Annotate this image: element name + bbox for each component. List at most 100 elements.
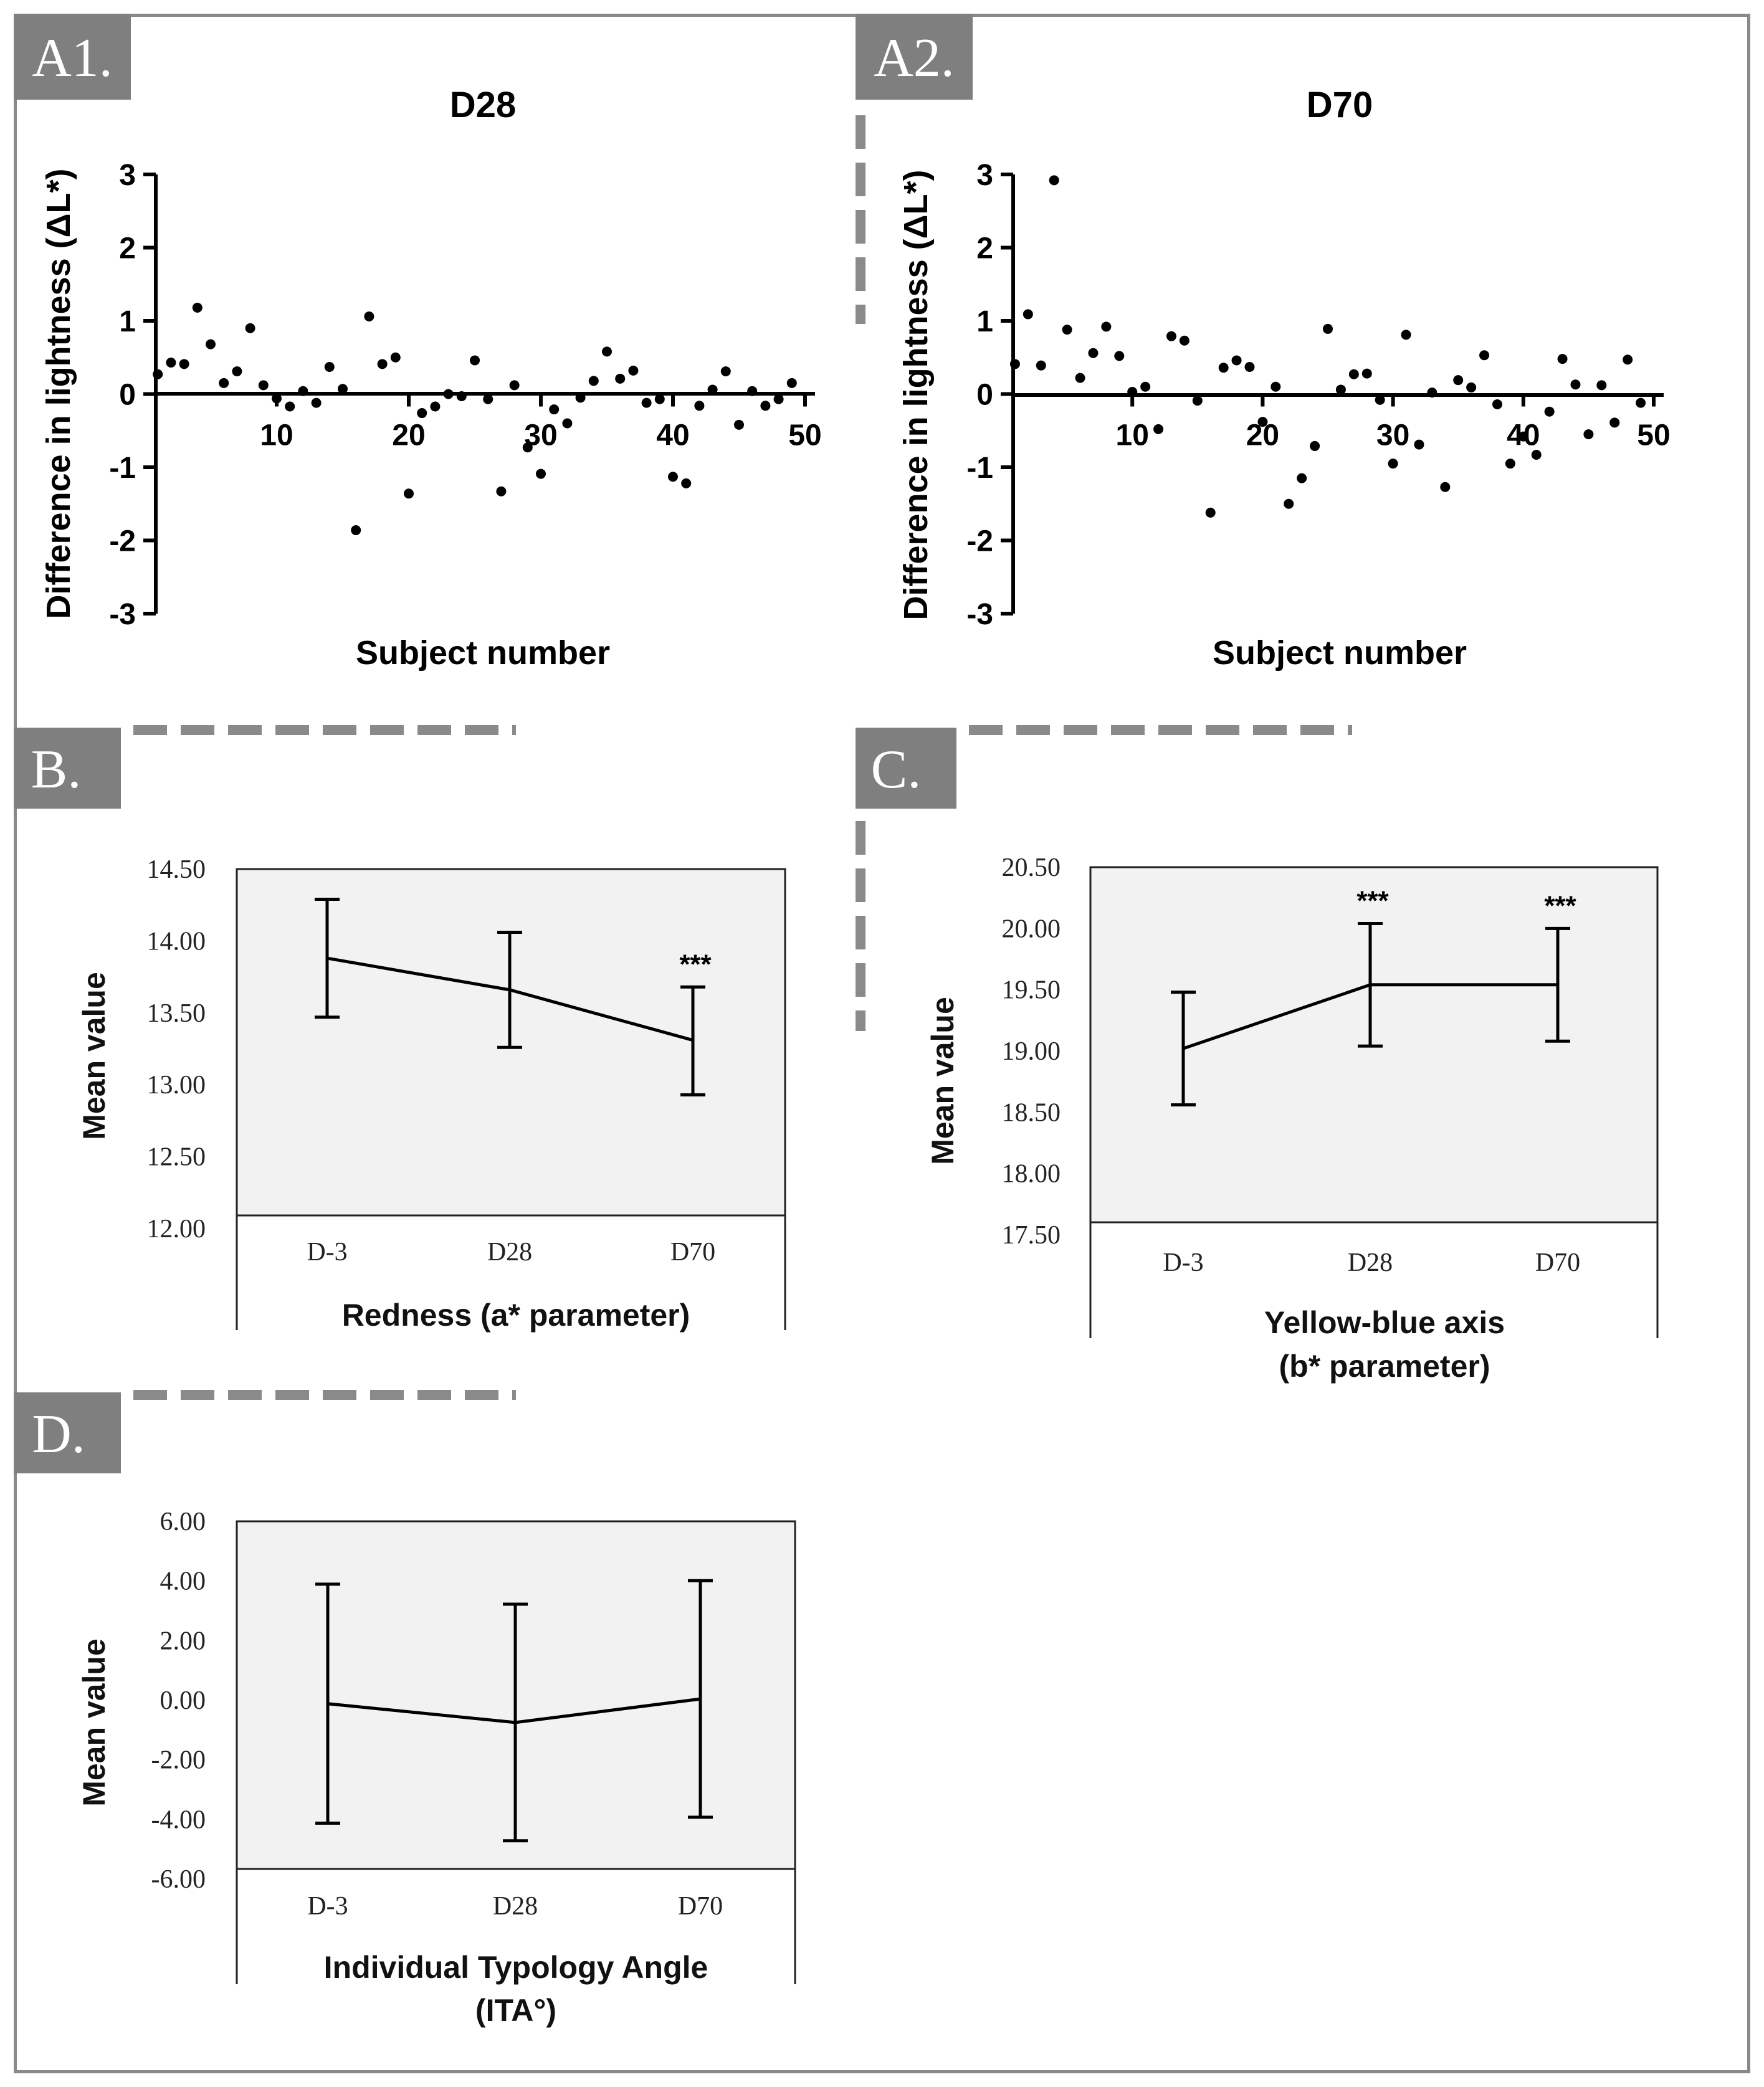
chart-a1-point — [443, 389, 454, 399]
chart-a1-y-tick-label: 2 — [119, 232, 136, 265]
chart-a2-y-ticks: 3 2 1 0 -1 -2 -3 — [966, 159, 1013, 631]
chart-a1-point — [470, 355, 480, 366]
chart-a2-point — [1453, 375, 1464, 386]
chart-a2-point — [1231, 355, 1242, 366]
chart-d-marks — [315, 1579, 713, 1843]
chart-b-y-ticks: 14.50 14.00 13.50 13.00 12.50 12.00 — [147, 855, 206, 1243]
panel-label-b: B. — [14, 728, 121, 809]
chart-d-y-tick-label: 4.00 — [160, 1567, 206, 1596]
chart-a1-point — [760, 401, 771, 411]
chart-a1-point — [509, 380, 520, 391]
chart-b-x-label: Redness (a* parameter) — [342, 1298, 690, 1333]
chart-a1-point — [285, 401, 295, 412]
chart-a2-point — [1492, 399, 1502, 409]
chart-a1-y-tick-label: 1 — [119, 305, 136, 338]
chart-a2-point — [1636, 397, 1646, 408]
chart-a1-x-tick-label: 20 — [392, 419, 425, 452]
chart-a2-point — [1609, 417, 1620, 428]
chart-b-y-tick-label: 14.00 — [147, 927, 206, 956]
chart-a2-y-tick-label: 3 — [976, 159, 993, 192]
chart-a1-point — [575, 392, 586, 403]
chart-a2-y-tick-label: 0 — [976, 379, 993, 412]
panel-label-d: D. — [14, 1392, 121, 1473]
chart-a1-point — [747, 386, 758, 396]
chart-a2-point — [1023, 309, 1033, 320]
chart-c-x-label-line1: Yellow-blue axis — [1264, 1305, 1505, 1340]
chart-a2-point — [1440, 482, 1451, 492]
chart-a1-point — [483, 394, 493, 404]
chart-b-x-tick-label: D-3 — [307, 1238, 347, 1267]
chart-a1-point — [654, 394, 665, 404]
chart-a2-y-tick-label: -2 — [966, 525, 993, 558]
chart-a2-point — [1192, 396, 1203, 406]
chart-d-x-label-line2: (ITA°) — [475, 1993, 556, 2028]
chart-a1-point — [694, 401, 705, 411]
chart-b: 14.50 14.00 13.50 13.00 12.50 12.00 D-3 D28 D70… — [77, 855, 786, 1333]
chart-c-x-tick-label: D70 — [1535, 1248, 1580, 1277]
chart-a1-y-tick-label: 0 — [119, 379, 136, 412]
chart-a2-point — [1127, 386, 1138, 397]
chart-d-y-ticks: 6.00 4.00 2.00 0.00 -2.00 -4.00 -6.00 — [151, 1508, 206, 1894]
chart-a1-y-tick-label: 3 — [119, 159, 136, 192]
chart-d-y-tick-label: 0.00 — [160, 1686, 206, 1715]
chart-c-marks: *** *** — [1171, 885, 1577, 1107]
chart-a1-x-tick-label: 10 — [260, 419, 293, 452]
chart-a1-point — [707, 384, 718, 395]
chart-a2-x-tick-label: 50 — [1637, 419, 1670, 452]
chart-a1-point — [734, 419, 744, 430]
chart-a1-y-tick-label: -3 — [109, 598, 136, 631]
chart-c-y-tick-label: 17.50 — [1002, 1221, 1061, 1250]
chart-c-x-ticks: D-3 D28 D70 — [1163, 1248, 1580, 1277]
chart-a2-point — [1088, 348, 1099, 358]
chart-a1-title: D28 — [450, 85, 516, 125]
chart-d-y-tick-label: -6.00 — [151, 1865, 206, 1894]
chart-a1-point — [549, 404, 560, 415]
chart-a1-x-label: Subject number — [356, 634, 610, 672]
chart-a1-y-tick-label: -1 — [109, 452, 136, 485]
chart-a1-point — [351, 525, 361, 536]
chart-d: 6.00 4.00 2.00 0.00 -2.00 -4.00 -6.00 D-3 D28 D7… — [77, 1508, 796, 2028]
chart-a1-point — [245, 323, 255, 333]
chart-a1-point — [522, 442, 533, 453]
chart-c-significance-label: *** — [1544, 890, 1576, 921]
chart-c-x-tick-label: D-3 — [1163, 1248, 1203, 1277]
chart-a2-point — [1205, 507, 1216, 518]
chart-a2-point — [1596, 380, 1607, 391]
chart-a2-y-tick-label: -3 — [966, 598, 993, 631]
chart-c-y-label: Mean value — [925, 997, 960, 1165]
chart-a2-point — [1335, 384, 1346, 395]
chart-d-x-ticks: D-3 D28 D70 — [307, 1892, 723, 1921]
chart-a2-point — [1075, 373, 1085, 383]
chart-a1-x-tick-label: 40 — [656, 419, 689, 452]
chart-a2-point — [1179, 335, 1190, 346]
panel-label-b-bg — [14, 728, 121, 809]
chart-a2-point — [1414, 439, 1424, 450]
chart-a2-point — [1062, 325, 1072, 335]
chart-a2-point — [1036, 360, 1046, 371]
chart-a1-point — [166, 357, 176, 368]
chart-b-y-tick-label: 12.50 — [147, 1143, 206, 1172]
chart-c-y-tick-label: 18.00 — [1002, 1160, 1061, 1189]
chart-a2-point — [1531, 450, 1542, 460]
panel-label-c-bg — [856, 728, 956, 809]
panel-label-a1: A1. — [14, 14, 131, 100]
chart-d-x-label-line1: Individual Typology Angle — [324, 1950, 708, 1985]
chart-b-y-tick-label: 13.50 — [147, 999, 206, 1028]
chart-a1-point — [615, 373, 626, 384]
chart-a2-point — [1583, 429, 1594, 440]
chart-c-y-tick-label: 20.50 — [1002, 853, 1061, 882]
chart-a2-point — [1114, 351, 1125, 361]
chart-a1-point — [562, 418, 573, 429]
chart-a1-point — [588, 376, 599, 386]
chart-a1-point — [430, 401, 441, 412]
chart-a2-point — [1310, 440, 1320, 451]
chart-b-x-ticks: D-3 D28 D70 — [307, 1238, 715, 1267]
chart-a2-point — [1271, 381, 1281, 392]
chart-d-x-tick-label: D28 — [493, 1892, 538, 1921]
chart-a2-point — [1009, 359, 1020, 369]
chart-c-y-tick-label: 19.00 — [1002, 1037, 1061, 1066]
panel-label-b-text: B. — [31, 739, 82, 800]
panel-label-a2: A2. — [856, 14, 973, 100]
chart-c-significance-label: *** — [1356, 885, 1389, 916]
